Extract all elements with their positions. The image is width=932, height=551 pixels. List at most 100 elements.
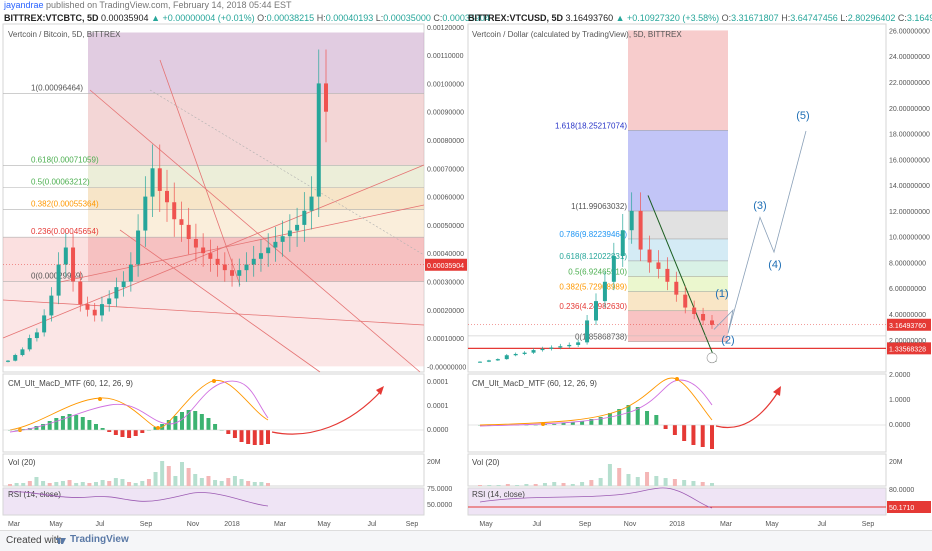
macd-bar — [682, 425, 687, 441]
volume-bar — [607, 464, 612, 486]
volume-bar — [94, 482, 98, 486]
macd-bar — [199, 414, 204, 430]
trend-line — [159, 59, 241, 286]
macd-line — [9, 380, 269, 433]
price-tick: 0.00080000 — [427, 138, 464, 145]
time-tick: 2018 — [669, 521, 685, 528]
volume-bar — [515, 485, 520, 486]
created-label: Created with — [6, 535, 63, 546]
current-price-label: 3.16493760 — [889, 323, 926, 330]
fib-label: 0.236(4.24982630) — [559, 302, 627, 311]
volume-bar — [617, 468, 622, 486]
l-value: 2.80296402 — [847, 13, 896, 23]
volume-bar — [645, 472, 650, 486]
time-tick: Jul — [818, 521, 827, 528]
macd-bar — [213, 424, 218, 430]
macd-bar — [246, 430, 251, 444]
volume-bar — [219, 481, 224, 486]
current-price-label: 0.00035904 — [427, 263, 464, 270]
wave-label: (4) — [768, 259, 781, 271]
price-tick: 20.00000000 — [889, 106, 930, 113]
wave-label: (2) — [721, 334, 734, 346]
volume-bar — [266, 483, 270, 486]
fib-label: 0.382(0.00055364) — [31, 200, 99, 209]
trend-line — [89, 89, 421, 373]
candle-body — [585, 320, 590, 343]
rsi-line — [479, 487, 713, 509]
rsi-value-label: 50.1710 — [889, 505, 914, 512]
time-tick: Mar — [720, 521, 733, 528]
time-tick: Nov — [624, 521, 637, 528]
macd-bar — [232, 430, 237, 438]
price-tick: 16.00000000 — [889, 157, 930, 164]
o-value: 0.00038215 — [266, 13, 315, 23]
candle-body — [316, 83, 321, 197]
o-value: 3.31671807 — [731, 13, 779, 23]
publish-info: published on TradingView.com, February 1… — [46, 0, 292, 10]
macd-tick: 0.0001 — [427, 379, 449, 386]
candle-body — [42, 315, 47, 333]
price-tick: -0.00000000 — [427, 364, 466, 371]
candle-body — [230, 270, 235, 276]
candle-body — [6, 360, 10, 362]
volume-bar — [186, 468, 191, 486]
macd-cross-dot — [98, 397, 102, 401]
volume-bar — [87, 483, 92, 486]
macd-bar — [100, 428, 105, 430]
candle-body — [179, 219, 184, 225]
price-tick: 14.00000000 — [889, 183, 930, 190]
candle-body — [504, 355, 509, 360]
price-tick: 0.00110000 — [427, 53, 464, 60]
c-label: C: — [897, 13, 907, 23]
price-tick: 18.00000000 — [889, 132, 930, 139]
candle-body — [114, 287, 119, 299]
time-tick: Sep — [862, 521, 875, 528]
macd-bar — [589, 419, 594, 425]
candle-body — [251, 258, 256, 265]
volume-bar — [113, 478, 118, 486]
l-label: L: — [375, 13, 384, 23]
tradingview-brand-link[interactable]: TradingView — [70, 534, 129, 545]
volume-bar — [259, 482, 264, 486]
chart-canvas[interactable]: 1(0.00096464) 0.618(0.00071059) 0.5(0.0006… — [0, 0, 932, 530]
volume-bar — [580, 482, 585, 486]
candle-body — [56, 264, 61, 296]
footer: Created with TradingView — [0, 530, 932, 551]
candle-body — [34, 332, 39, 339]
price-tick: 22.00000000 — [889, 80, 930, 87]
price-tick: 24.00000000 — [889, 54, 930, 61]
candle-body — [27, 338, 32, 350]
macd-bar — [107, 430, 112, 432]
volume-bar — [146, 479, 151, 486]
volume-bar — [120, 479, 125, 486]
projection-curve — [715, 391, 779, 429]
macd-bar — [663, 425, 668, 429]
left-symbol-header: BITTREX:VTCBTC, 5D 0.00035904 ▲ +0.00000… — [4, 12, 490, 24]
volume-bar — [27, 481, 32, 486]
right-chart-title: Vertcoin / Dollar (calculated by Trading… — [472, 30, 682, 39]
candle-body — [92, 309, 97, 316]
projection-curve — [271, 389, 383, 435]
time-tick: May — [765, 521, 779, 528]
macd-bar — [186, 410, 191, 430]
volume-bar — [41, 481, 46, 486]
time-tick: Jul — [533, 521, 542, 528]
l-label: L: — [840, 13, 848, 23]
volume-bar — [232, 476, 237, 486]
macd-tick: 0.0000 — [427, 427, 449, 434]
fib-band-0 — [3, 281, 424, 367]
macd-bar — [21, 429, 26, 430]
fib-zone-top — [628, 30, 728, 131]
macd-bar — [266, 430, 270, 444]
tradingview-logo-icon — [56, 538, 66, 544]
candle-body — [258, 253, 263, 259]
vol-label: Vol (20) — [472, 458, 500, 467]
macd-bar — [226, 430, 231, 434]
trend-line — [119, 229, 321, 373]
macd-label: CM_Ult_MacD_MTF (60, 12, 26, 9) — [8, 379, 133, 388]
macd-cross-dot — [212, 379, 216, 383]
price-tick: 0.00060000 — [427, 195, 464, 202]
macd-bar — [113, 430, 118, 435]
author-link[interactable]: jayandrae — [4, 0, 44, 10]
price-tick: 0.00030000 — [427, 279, 464, 286]
